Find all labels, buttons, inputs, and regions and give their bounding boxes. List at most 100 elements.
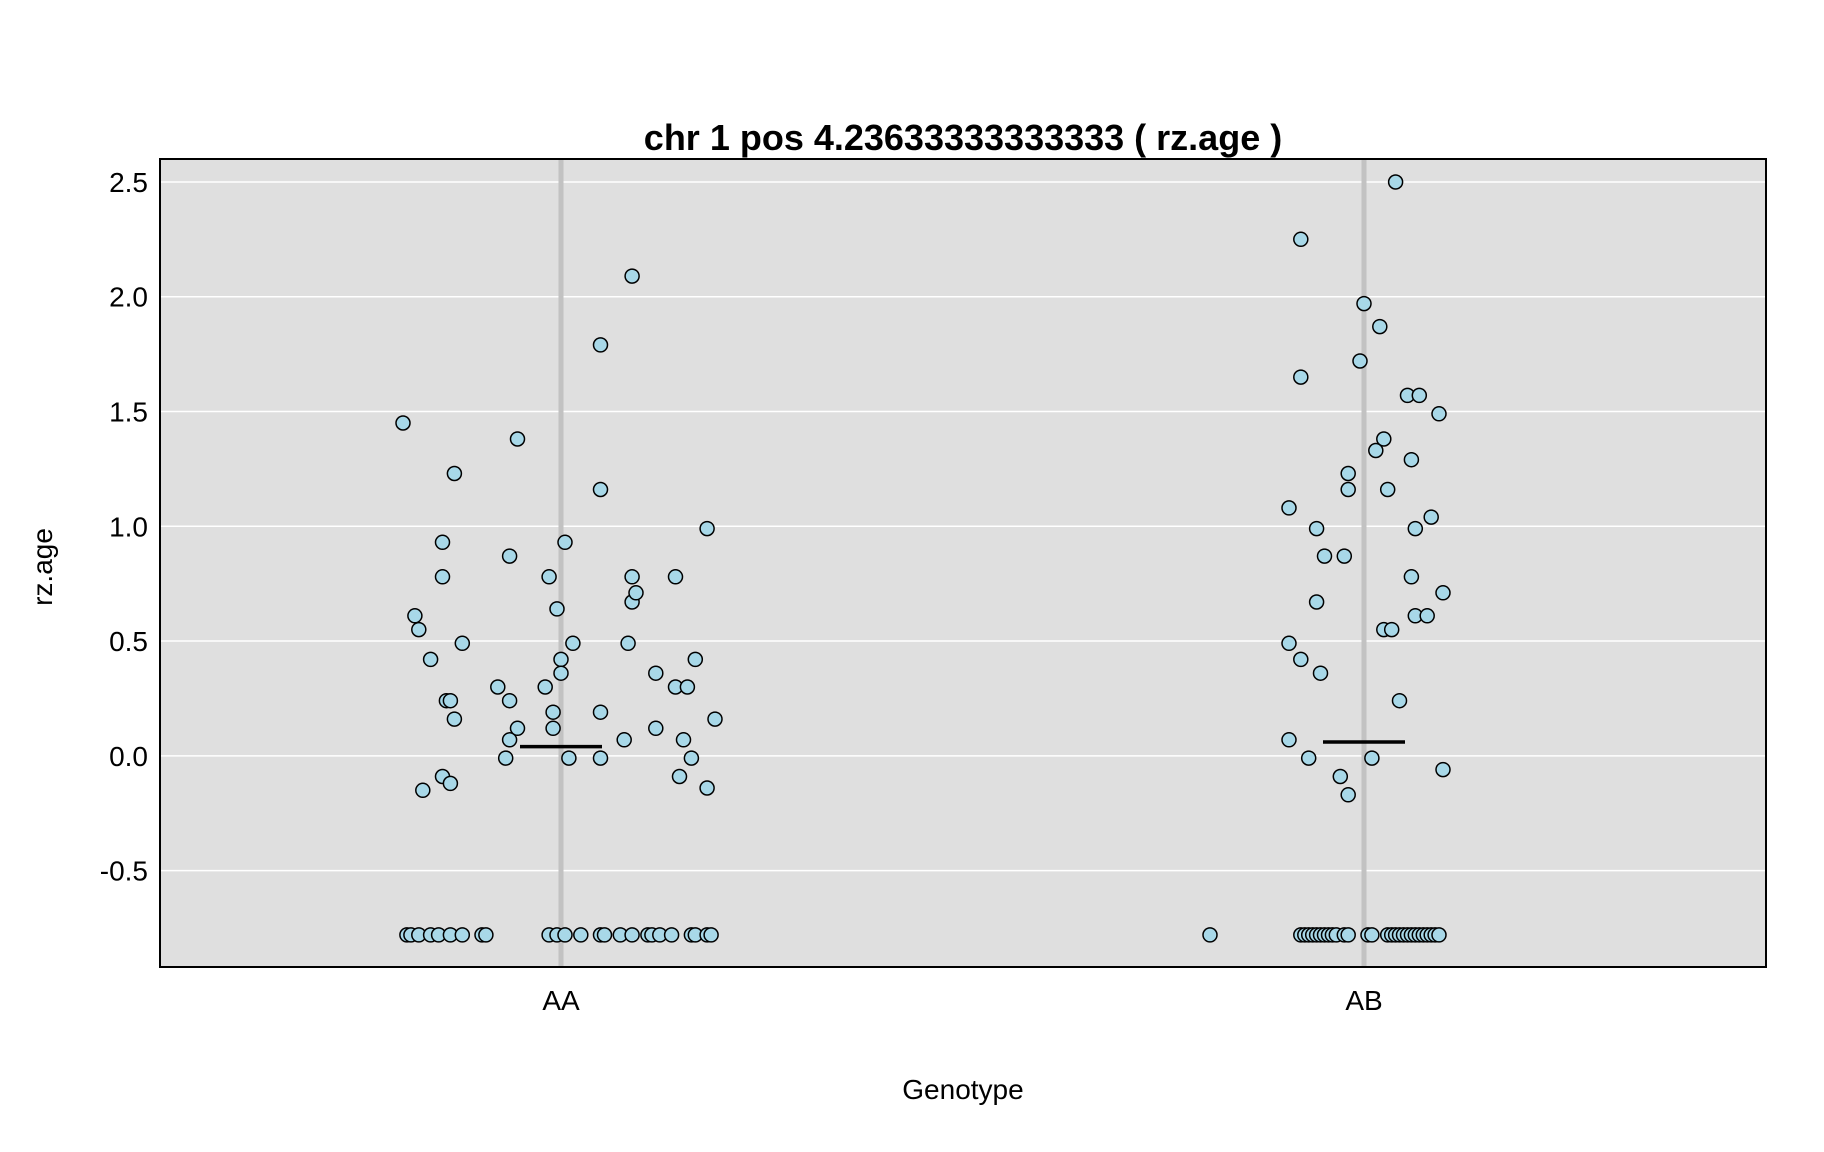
data-point-aa (537, 679, 553, 695)
data-point-ab (1281, 732, 1297, 748)
data-point-aa (592, 481, 609, 498)
data-point-aa (442, 775, 459, 792)
data-point-ab (1316, 548, 1333, 564)
data-point-ab (1332, 768, 1349, 785)
data-point-aa (545, 720, 561, 737)
data-point-aa (446, 711, 463, 727)
data-point-ab (1281, 635, 1297, 652)
data-point-ab (1300, 750, 1317, 766)
data-point-ab (1293, 231, 1309, 248)
data-point-ab (1431, 406, 1447, 422)
data-point-ab (1411, 387, 1428, 404)
grid-lines (160, 181, 1766, 872)
data-point-aa (683, 750, 700, 766)
data-point-aa (549, 601, 565, 617)
data-point-aa (553, 665, 569, 681)
data-point-aa (671, 768, 688, 785)
data-point-aa (446, 465, 463, 482)
data-point-ab (1281, 500, 1297, 516)
data-point-ab (1423, 509, 1439, 525)
data-point-aa (648, 665, 664, 681)
data-point-aa (434, 569, 451, 585)
x-axis-title: Genotype (902, 1074, 1023, 1105)
data-point-aa (509, 720, 526, 737)
data-point-ab (1340, 481, 1356, 498)
data-point-ab (1308, 594, 1325, 610)
plot-border (159, 158, 1767, 968)
data-point-aa (624, 927, 640, 943)
data-point-aa (411, 621, 427, 638)
data-point-aa (707, 711, 723, 727)
mean-lines (520, 740, 1405, 749)
data-point-aa (616, 732, 632, 748)
data-point-ab (1340, 787, 1356, 803)
y-tick-label: 2.0 (109, 282, 148, 313)
data-point-aa (501, 548, 518, 564)
y-tick-label: 1.5 (109, 397, 148, 428)
data-point-ab (1387, 174, 1404, 190)
data-point-ab (1372, 318, 1388, 335)
data-point-aa (667, 569, 684, 585)
x-tick-label-aa: AA (542, 985, 580, 1016)
data-point-aa (497, 750, 514, 766)
data-point-ab (1312, 665, 1329, 681)
data-point-aa (620, 635, 636, 652)
data-point-aa (703, 927, 719, 943)
data-point-ab (1336, 548, 1353, 564)
data-point-aa (596, 927, 613, 943)
y-tick-label: 0.0 (109, 741, 148, 772)
data-point-aa (565, 635, 581, 652)
data-point-aa (687, 651, 704, 668)
data-point-aa (422, 651, 439, 668)
category-lines (558, 159, 1367, 967)
data-point-ab (1308, 520, 1325, 537)
y-tick-label: 1.0 (109, 511, 148, 542)
data-point-aa (490, 679, 506, 695)
data-point-aa (415, 782, 431, 799)
data-point-aa (573, 927, 589, 943)
data-point-ab (1431, 927, 1447, 943)
data-point-aa (624, 569, 640, 585)
data-point-ab (1340, 927, 1356, 943)
data-point-aa (557, 534, 573, 551)
data-point-ab (1376, 431, 1392, 447)
y-tick-label: -0.5 (100, 856, 148, 887)
data-point-aa (699, 520, 715, 537)
data-point-ab (1407, 520, 1424, 537)
plot-background (160, 159, 1766, 967)
data-point-ab (1435, 761, 1451, 778)
y-tick-label: 0.5 (109, 626, 148, 657)
data-point-ab (1419, 608, 1435, 624)
plot-frame (159, 158, 1767, 968)
data-point-aa (663, 927, 680, 943)
data-point-aa (541, 569, 557, 585)
data-point-ab (1364, 750, 1380, 766)
data-point-aa (624, 268, 640, 284)
data-point-aa (501, 692, 518, 709)
data-point-ab (1202, 927, 1218, 943)
data-point-aa (395, 415, 411, 431)
data-point-ab (1379, 481, 1396, 498)
data-point-ab (1356, 295, 1372, 312)
data-point-aa (561, 750, 577, 766)
data-point-aa (434, 534, 451, 551)
data-point-ab (1293, 651, 1309, 668)
data-point-ab (1293, 369, 1309, 385)
data-point-aa (509, 431, 526, 447)
data-point-ab (1340, 465, 1356, 482)
data-point-aa (553, 651, 569, 668)
data-point-ab (1391, 692, 1408, 709)
data-point-aa (648, 720, 664, 737)
data-point-ab (1368, 442, 1384, 459)
data-point-ab (1403, 569, 1420, 585)
data-point-aa (545, 704, 561, 720)
y-axis-title: rz.age (27, 528, 58, 606)
data-point-ab (1403, 451, 1420, 468)
y-tick-label: 2.5 (109, 167, 148, 198)
data-point-ab (1435, 585, 1451, 601)
data-point-aa (628, 585, 644, 601)
data-point-aa (501, 732, 518, 748)
x-axis-ticks: AA AB (542, 985, 1382, 1016)
